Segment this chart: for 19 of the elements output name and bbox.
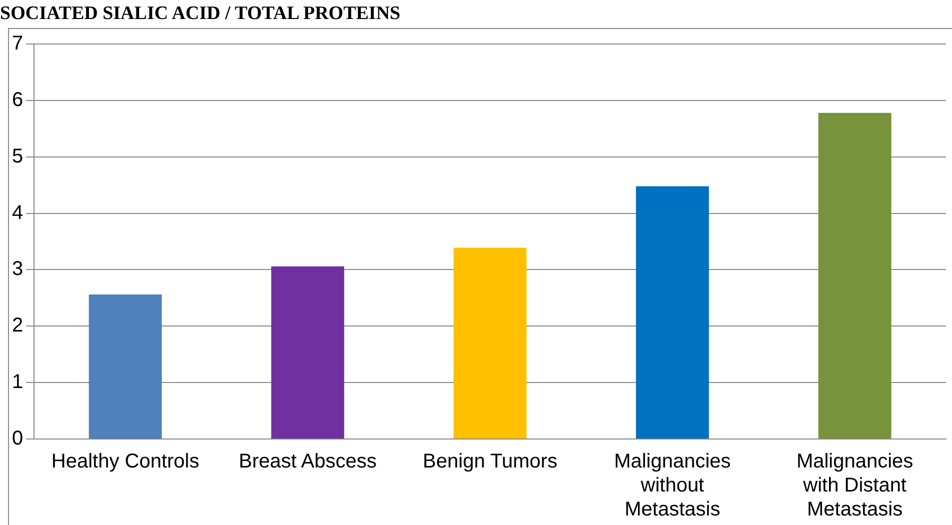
x-tick-label: Healthy Controls — [51, 450, 200, 473]
y-tick-label: 6 — [12, 88, 24, 111]
chart-title: SOCIATED SIALIC ACID / TOTAL PROTEINS — [0, 3, 400, 25]
x-tick-label: Malignancies with Distant Metastasis — [796, 450, 914, 521]
bar — [818, 112, 892, 438]
bar — [88, 294, 162, 438]
bar — [271, 266, 344, 438]
y-tick-label: 3 — [12, 258, 24, 280]
y-tick-label: 0 — [12, 428, 24, 450]
bar — [454, 248, 527, 438]
y-tick-label: 7 — [12, 32, 24, 55]
x-tick-label: Benign Tumors — [422, 450, 558, 473]
bar — [636, 186, 709, 438]
x-tick-label: Breast Abscess — [238, 450, 377, 473]
x-tick-label: Malignancies without Metastasis — [614, 450, 731, 521]
y-tick-label: 5 — [12, 145, 24, 168]
y-tick-label: 2 — [12, 314, 24, 337]
y-tick-label: 4 — [12, 202, 24, 224]
y-tick-label: 1 — [12, 371, 24, 394]
